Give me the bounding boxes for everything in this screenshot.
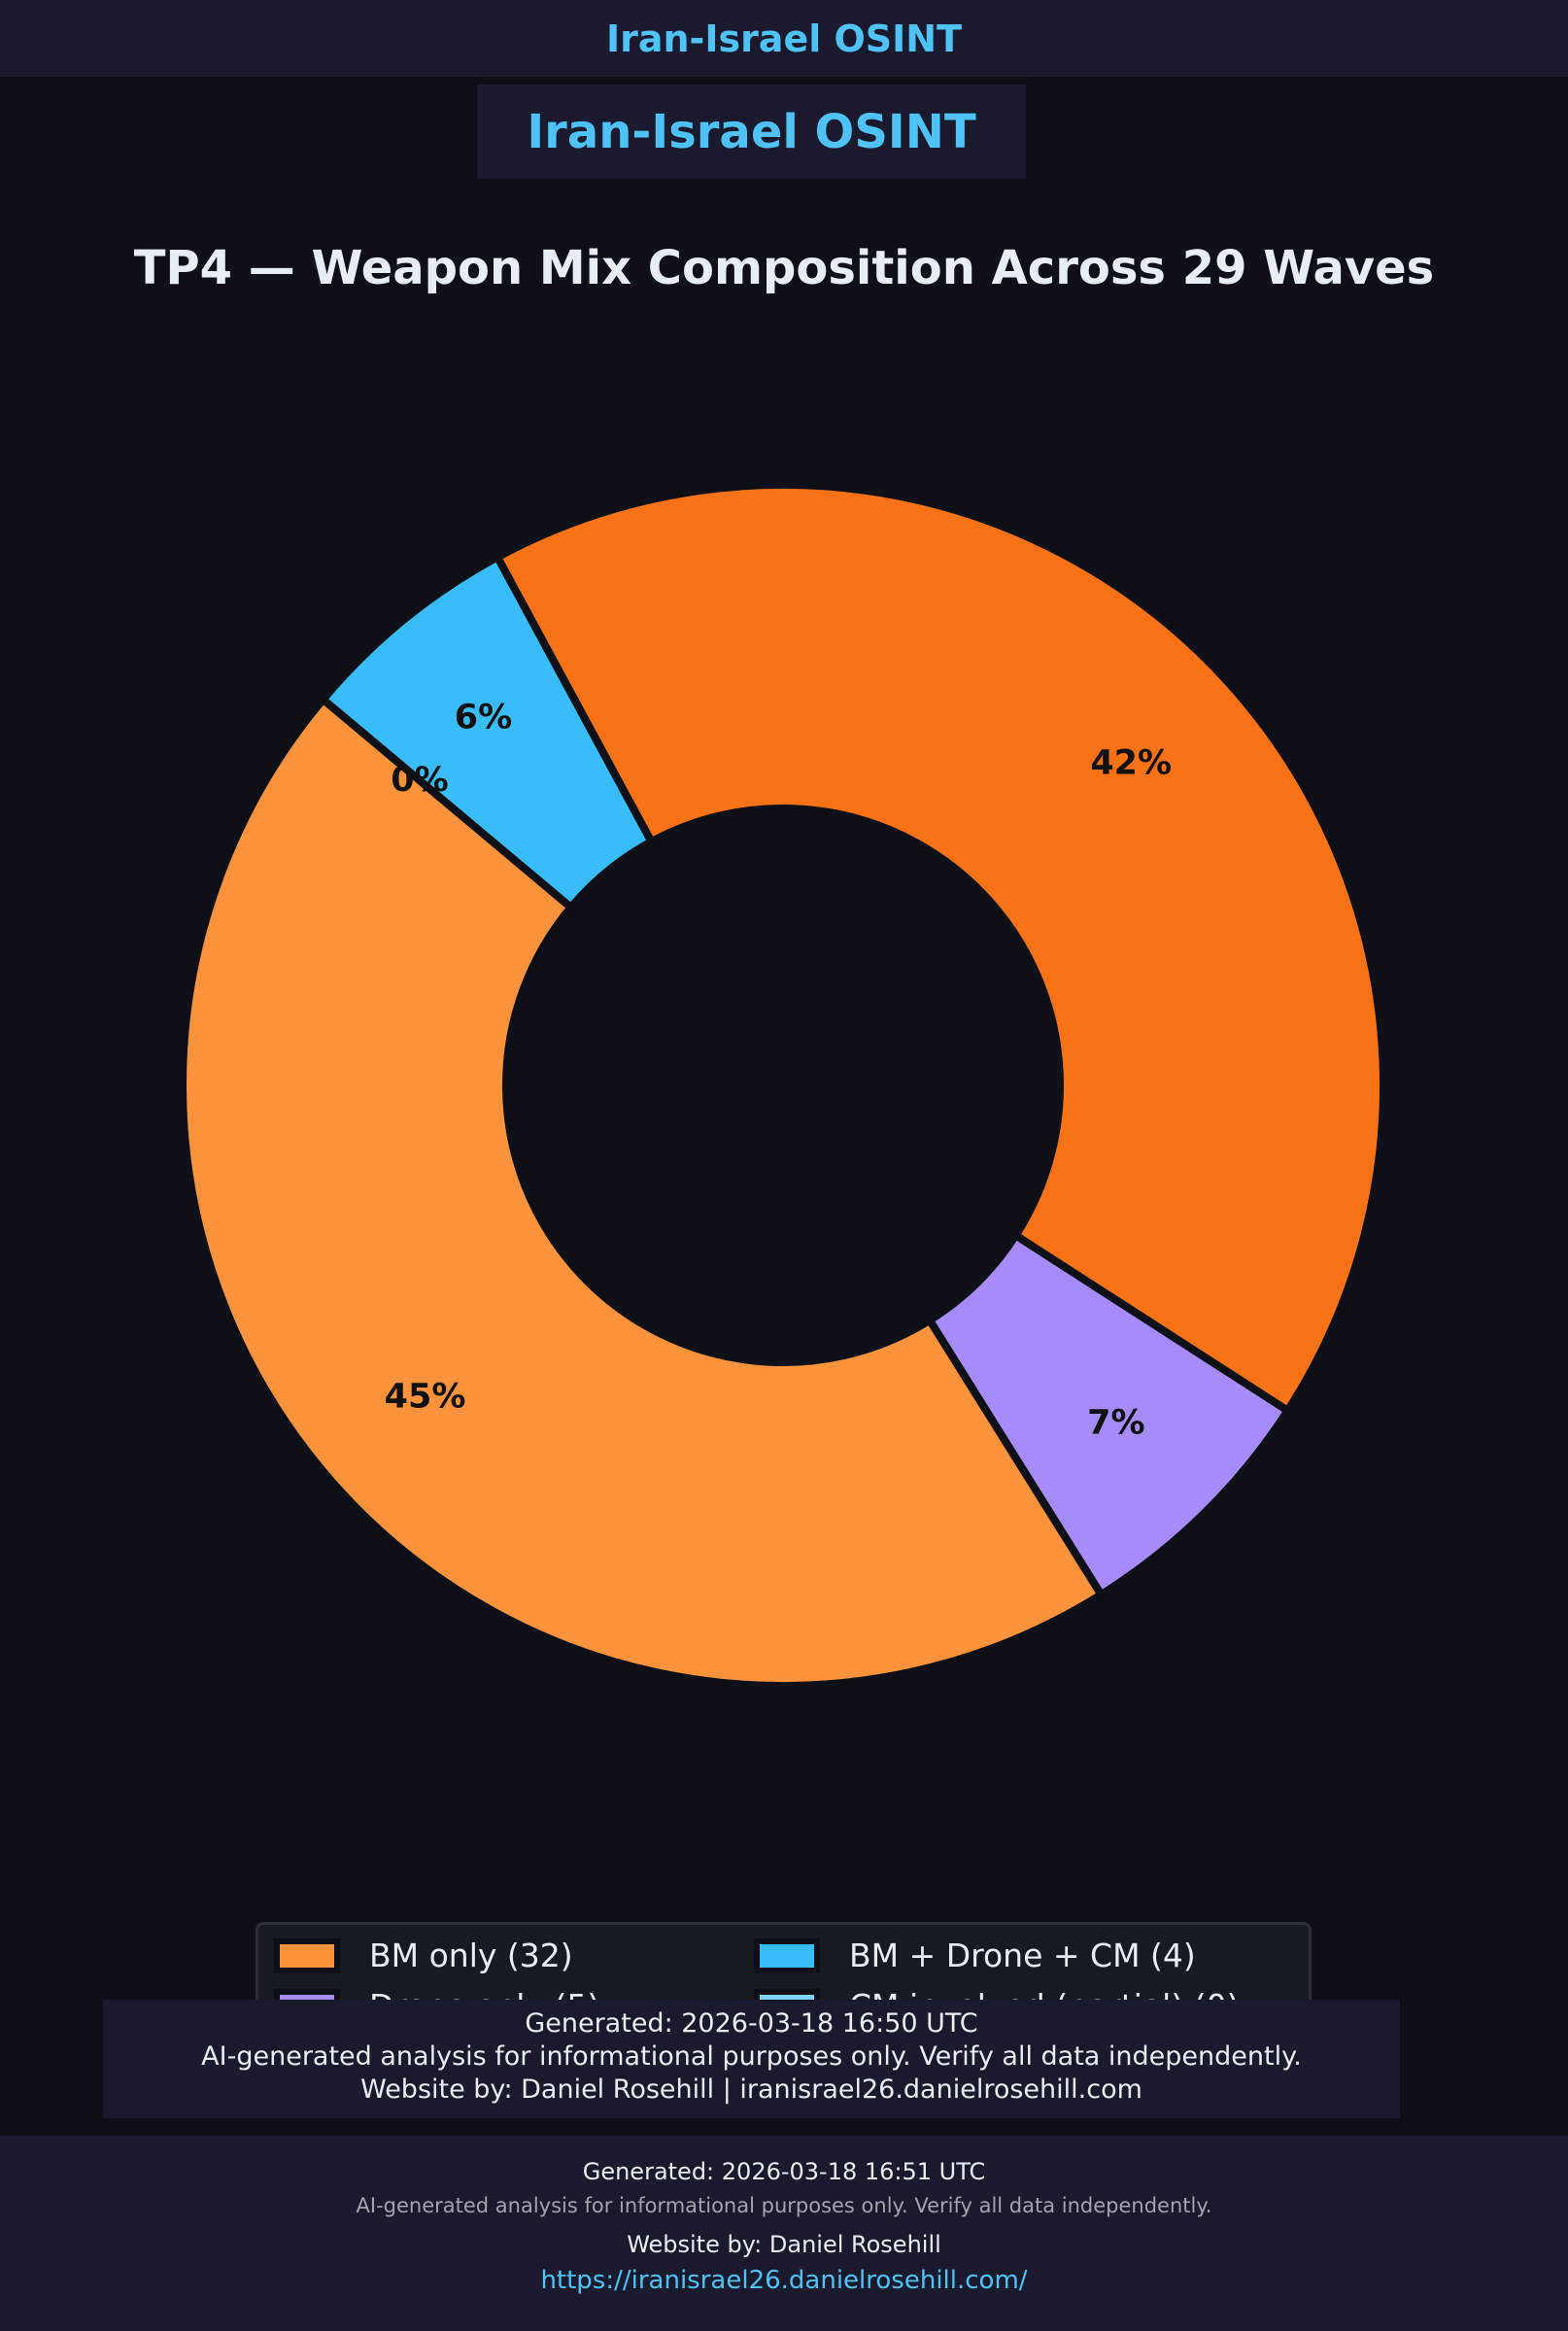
legend-label: BM only (32) — [369, 1937, 573, 1974]
footer-disclaimer: AI-generated analysis for informational … — [356, 2194, 1212, 2217]
pct-label: 6% — [455, 699, 512, 737]
footer-credit: Website by: Daniel Rosehill — [627, 2231, 941, 2258]
site-title: Iran-Israel OSINT — [605, 17, 963, 60]
chart-credit: Website by: Daniel Rosehill | iranisrael… — [360, 2074, 1142, 2105]
legend-item-bm-drone-cm: BM + Drone + CM (4) — [754, 1937, 1298, 1974]
footer-generated: Generated: 2026-03-18 16:51 UTC — [582, 2158, 986, 2185]
pct-label: 0% — [391, 761, 448, 800]
pie-slice — [179, 694, 1108, 1690]
pct-label: 7% — [1087, 1404, 1144, 1443]
chart-disclaimer: AI-generated analysis for informational … — [201, 2041, 1302, 2072]
pct-label: 42% — [1090, 743, 1172, 782]
footer-website-link[interactable]: https://iranisrael26.danielrosehill.com/ — [540, 2266, 1028, 2295]
pie-slice — [492, 481, 1387, 1417]
page-footer: Generated: 2026-03-18 16:51 UTC AI-gener… — [0, 2136, 1568, 2331]
donut-chart: 45% 7% 42% 6%0% — [179, 481, 1387, 1690]
pie-slice — [317, 551, 657, 913]
legend-item-bm-only: BM only (32) — [274, 1937, 740, 1974]
pie-slice — [924, 1229, 1293, 1600]
legend-swatch — [274, 1937, 340, 1973]
chart-generated: Generated: 2026-03-18 16:50 UTC — [525, 2008, 978, 2039]
legend-label: BM + Drone + CM (4) — [849, 1937, 1196, 1974]
chart-title: TP4 — Weapon Mix Composition Across 29 W… — [133, 241, 1435, 295]
pct-label: 45% — [385, 1377, 466, 1416]
top-bar: Iran-Israel OSINT — [0, 0, 1568, 77]
legend-swatch — [754, 1937, 820, 1973]
chart-brand: Iran-Israel OSINT — [527, 104, 976, 159]
chart-brand-box: Iran-Israel OSINT — [477, 85, 1026, 179]
chart-footer-box: Generated: 2026-03-18 16:50 UTC AI-gener… — [103, 2000, 1400, 2118]
